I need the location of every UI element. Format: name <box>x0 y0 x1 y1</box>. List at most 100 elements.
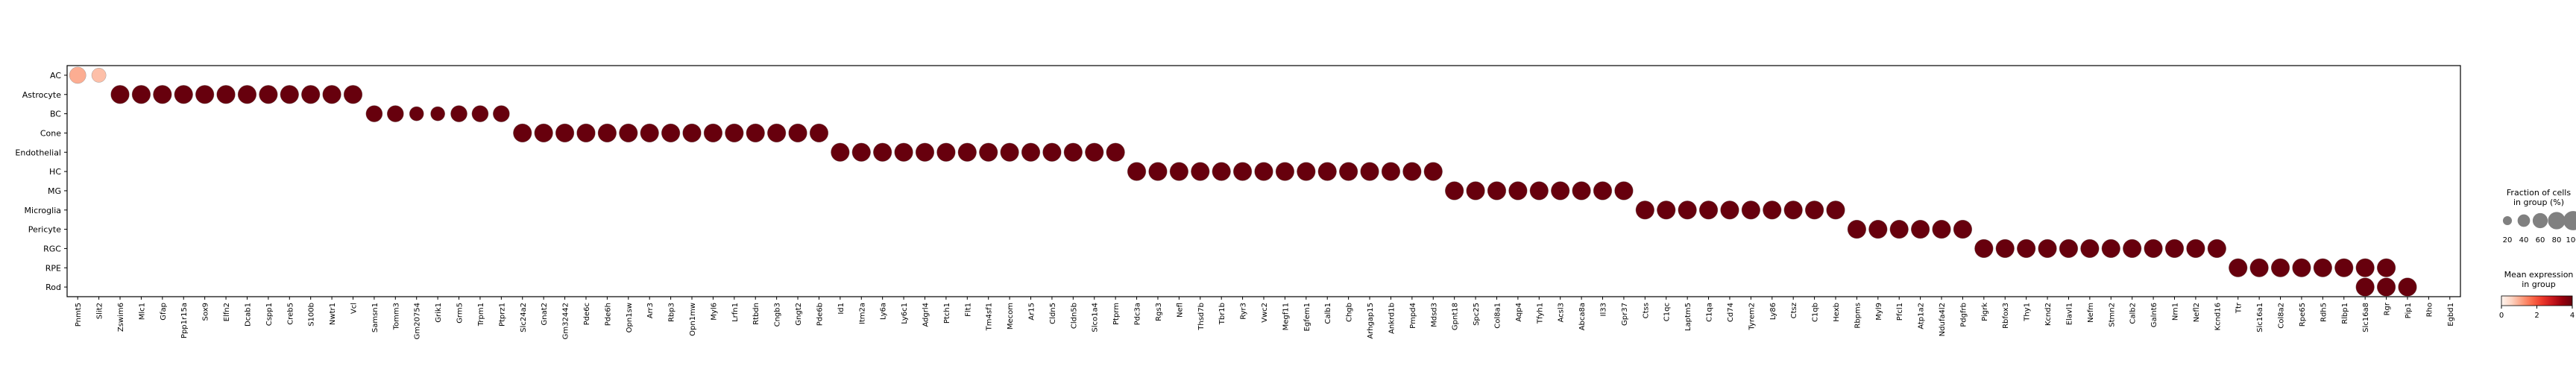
dot-mark <box>1000 142 1019 162</box>
dot-mark <box>2376 277 2396 297</box>
x-tick-label: Mdsd3 <box>1430 303 1438 327</box>
x-tick-label: Ctss <box>1642 303 1650 318</box>
x-tick-label: Rgr <box>2384 302 2392 315</box>
x-tick-label: Laptm5 <box>1684 303 1692 331</box>
x-tick-label: Ptch1 <box>943 303 951 324</box>
x-tick-label: Gngt2 <box>795 303 803 326</box>
colorbar-tick-label: 2 <box>2534 312 2539 320</box>
x-tick-label: Nefl2 <box>2193 303 2201 322</box>
x-tick-label: Chgb <box>1346 303 1354 322</box>
dot-mark <box>1487 181 1507 201</box>
size-legend-label: 100 <box>2566 236 2576 244</box>
dot-mark <box>2186 239 2205 259</box>
dot-mark <box>682 123 702 143</box>
dot-mark <box>576 123 596 143</box>
x-tick-label: Ndufa4l2 <box>1939 303 1947 336</box>
dot-mark <box>1572 181 1591 201</box>
size-legend-dot <box>2563 211 2576 230</box>
x-tick-label: Arr3 <box>646 303 655 318</box>
dot-mark <box>809 123 829 143</box>
dot-mark <box>1698 201 1719 220</box>
x-tick-label: Cldn5b <box>1070 303 1078 329</box>
dot-mark <box>851 142 871 162</box>
x-tick-label: S100b <box>308 303 316 326</box>
dot-mark <box>1614 181 1634 201</box>
x-tick-label: Kcnd16 <box>2214 303 2222 330</box>
dot-mark <box>1445 181 1464 201</box>
dot-mark <box>280 85 299 104</box>
x-tick-label: Egbd1 <box>2447 303 2455 326</box>
dot-mark <box>1381 162 1401 181</box>
x-tick-label: Itm2a <box>858 303 866 324</box>
y-tick-label: Cone <box>40 128 61 138</box>
y-tick-label: RPE <box>45 263 61 273</box>
dot-mark <box>2398 277 2417 297</box>
dot-mark <box>2355 277 2375 297</box>
x-tick-label: Nefm <box>2087 303 2095 323</box>
dot-mark <box>2229 258 2248 277</box>
dot-mark <box>153 85 172 104</box>
dot-mark <box>513 123 532 143</box>
x-tick-label: Sox9 <box>202 303 210 321</box>
dot-mark <box>957 142 977 162</box>
x-tick-label: Creb5 <box>286 303 295 325</box>
dot-mark <box>915 142 935 162</box>
x-tick-label: Slc16a1 <box>2256 303 2264 332</box>
dot-mark <box>767 123 787 143</box>
x-tick-label: Tbr1b <box>1218 303 1226 325</box>
dot-mark <box>597 123 617 143</box>
size-legend-title: in group (%) <box>2513 198 2564 207</box>
x-tick-label: Rbp3 <box>668 303 676 322</box>
dot-mark <box>91 68 107 83</box>
x-tick-label: Ctsz <box>1790 303 1798 318</box>
dot-mark <box>1317 162 1337 181</box>
x-tick-label: Tyrem2 <box>1748 303 1756 331</box>
dot-mark <box>1402 162 1422 181</box>
dot-mark <box>1995 239 2015 259</box>
x-tick-label: Adgrl4 <box>922 303 930 327</box>
dot-mark <box>1360 162 1379 181</box>
x-tick-label: Elavl1 <box>2065 303 2073 325</box>
dot-mark <box>1529 181 1549 201</box>
dot-mark <box>788 123 807 143</box>
dot-mark <box>1508 181 1528 201</box>
x-tick-label: Slit2 <box>96 303 104 319</box>
x-tick-label: Pde6h <box>604 303 612 326</box>
x-tick-label: Flt1 <box>964 303 972 317</box>
dot-mark <box>216 85 236 104</box>
dot-mark <box>301 85 321 104</box>
x-tick-label: Hexb <box>1833 303 1841 322</box>
dot-mark <box>1741 201 1760 220</box>
x-tick-label: Lrfn1 <box>731 303 740 322</box>
dot-mark <box>703 123 723 143</box>
x-tick-label: Atp1a2 <box>1918 303 1926 329</box>
x-tick-label: Gm20754 <box>414 303 422 339</box>
dot-mark <box>936 142 956 162</box>
colorbar-tick-label: 4 <box>2570 312 2575 320</box>
x-tick-label: Col8a1 <box>1493 303 1502 329</box>
dot-mark <box>450 105 467 122</box>
x-tick-label: Samsn1 <box>371 303 380 332</box>
x-tick-label: Abca8a <box>1578 303 1587 330</box>
color-legend-title: in group <box>2522 280 2555 289</box>
x-tick-label: C1qa <box>1706 303 1714 322</box>
x-tick-label: Calb1 <box>1324 303 1332 324</box>
x-tick-label: Ttr <box>2235 302 2243 314</box>
x-tick-label: Ankrd1b <box>1388 303 1396 334</box>
y-tick-label: AC <box>50 71 61 81</box>
dot-mark <box>1339 162 1358 181</box>
dot-mark <box>2101 239 2120 259</box>
x-tick-label: Thsd7b <box>1197 303 1206 331</box>
x-tick-label: Rlbp1 <box>2341 303 2349 324</box>
color-legend-title: Mean expression <box>2504 270 2574 280</box>
dot-mark <box>174 85 193 104</box>
dot-mark <box>1148 162 1168 181</box>
x-tick-label: Acsl3 <box>1558 303 1566 323</box>
dot-mark <box>1593 181 1613 201</box>
dot-mark <box>1254 162 1273 181</box>
dot-mark <box>555 123 575 143</box>
x-tick-label: Gnat2 <box>541 303 549 326</box>
dot-mark <box>2376 258 2396 277</box>
x-tick-label: Dcab1 <box>244 303 252 326</box>
